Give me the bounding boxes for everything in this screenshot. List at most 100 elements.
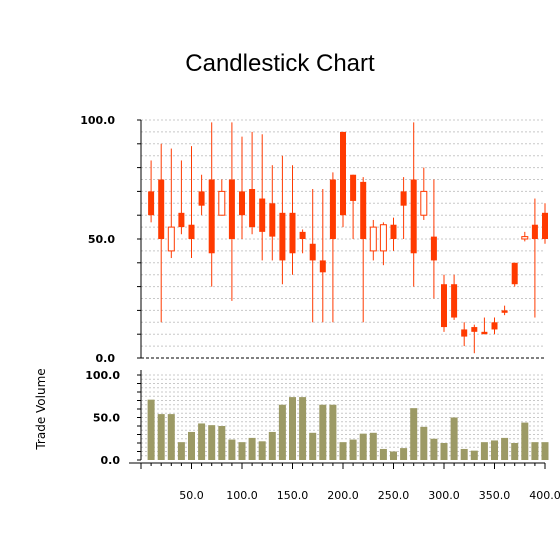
candle-body xyxy=(420,190,428,216)
candle-body xyxy=(249,189,256,228)
volume-bar xyxy=(521,422,529,460)
volume-bar xyxy=(491,440,498,460)
x-tick-label: 150.0 xyxy=(277,489,309,502)
candle-body xyxy=(511,262,518,285)
candle-body xyxy=(299,231,306,239)
volume-bar xyxy=(400,448,408,460)
candle-body xyxy=(350,174,357,201)
candle-body xyxy=(542,212,548,239)
x-tick-label: 50.0 xyxy=(179,489,204,502)
candle-body xyxy=(178,212,185,228)
volume-bar xyxy=(208,425,216,460)
price-y-tick-label: 0.0 xyxy=(96,352,116,365)
candle-body xyxy=(491,322,498,330)
axis-labels: 0.0 50.0 100.0 0.0 50.0 100.0 50.0 100.0 150.0 20… xyxy=(34,114,560,502)
candle-body xyxy=(239,191,245,216)
candle-body xyxy=(259,198,266,232)
candle-body xyxy=(430,236,437,261)
volume-y-tick-label: 0.0 xyxy=(101,454,121,467)
volume-bar xyxy=(501,437,509,460)
volume-bar xyxy=(430,438,438,460)
volume-bar xyxy=(420,426,428,460)
candle-body xyxy=(269,203,276,237)
candle-body xyxy=(400,191,407,206)
volume-bar xyxy=(349,439,357,460)
candle-body xyxy=(218,190,226,216)
volume-bar xyxy=(480,442,488,460)
candle-body xyxy=(208,179,215,254)
candle-body xyxy=(471,327,478,332)
volume-bar xyxy=(329,404,337,460)
volume-bar xyxy=(278,404,286,460)
volume-bar xyxy=(177,442,185,460)
price-y-tick-label: 100.0 xyxy=(80,114,115,127)
volume-bar xyxy=(198,423,206,460)
candle-body xyxy=(461,329,468,337)
volume-bar xyxy=(188,431,195,460)
volume-bar xyxy=(258,441,266,460)
volume-bar xyxy=(440,443,448,460)
candle-body xyxy=(360,181,367,239)
volume-bar xyxy=(319,404,327,460)
candle-body xyxy=(481,331,488,335)
volume-bar xyxy=(268,431,276,460)
volume-bar xyxy=(460,448,468,460)
volume-bar xyxy=(359,433,367,460)
candle-body xyxy=(451,284,458,318)
candle-body xyxy=(279,212,286,261)
volume-y-tick-label: 100.0 xyxy=(85,369,120,382)
volume-series xyxy=(147,397,549,460)
candle-body xyxy=(158,179,165,239)
candle-body xyxy=(167,226,175,252)
x-tick-label: 350.0 xyxy=(479,489,511,502)
volume-bar xyxy=(531,442,539,460)
volume-bar xyxy=(228,439,236,460)
volume-bar xyxy=(470,450,478,460)
candle-body xyxy=(340,131,346,216)
volume-bar xyxy=(541,442,549,460)
volume-bar xyxy=(511,443,519,460)
axes xyxy=(129,119,546,469)
candle-body xyxy=(521,236,529,240)
candle-body xyxy=(379,224,387,252)
candle-body xyxy=(501,310,508,313)
volume-bar xyxy=(410,408,418,460)
candle-body xyxy=(228,179,235,239)
chart-title: Candlestick Chart xyxy=(185,50,375,77)
volume-bar xyxy=(309,432,317,460)
volume-bar xyxy=(450,417,458,460)
candle-body xyxy=(329,179,336,239)
x-tick-label: 200.0 xyxy=(327,489,359,502)
x-tick-label: 300.0 xyxy=(428,489,460,502)
volume-bar xyxy=(147,399,155,460)
price-y-tick-label: 50.0 xyxy=(88,233,115,246)
volume-bar xyxy=(157,414,165,460)
candle-body xyxy=(531,224,538,239)
volume-bar xyxy=(339,442,347,460)
x-tick-label: 250.0 xyxy=(378,489,410,502)
volume-bar xyxy=(299,397,307,460)
volume-bar xyxy=(379,448,387,460)
candle-body xyxy=(309,243,316,261)
volume-bar xyxy=(248,437,256,460)
candle-body xyxy=(188,224,195,239)
candle-body xyxy=(369,226,377,252)
volume-bar xyxy=(289,397,296,460)
volume-bar xyxy=(369,432,377,460)
x-tick-label: 100.0 xyxy=(226,489,258,502)
candle-series xyxy=(148,122,548,354)
candle-body xyxy=(390,224,397,239)
volume-axis-title: Trade Volume xyxy=(34,368,48,450)
candle-body xyxy=(441,284,447,328)
candle-body xyxy=(198,191,205,206)
candle-body xyxy=(410,179,417,254)
volume-bar xyxy=(390,451,397,460)
volume-y-tick-label: 50.0 xyxy=(93,412,120,425)
candle-body xyxy=(319,260,326,273)
volume-bar xyxy=(218,426,226,460)
volume-bar xyxy=(238,442,246,460)
candle-body xyxy=(148,191,155,216)
candle-body xyxy=(289,212,296,254)
x-tick-label: 400.0 xyxy=(529,489,560,502)
